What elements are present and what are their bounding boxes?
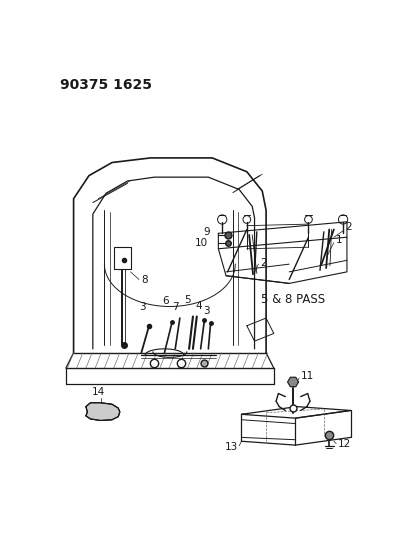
Polygon shape	[86, 403, 120, 421]
Text: 5 & 8 PASS: 5 & 8 PASS	[261, 294, 325, 306]
Text: 2: 2	[345, 222, 352, 232]
Text: 10: 10	[195, 238, 208, 248]
Text: 6: 6	[163, 296, 169, 306]
Text: 90375 1625: 90375 1625	[60, 78, 152, 92]
Text: 14: 14	[91, 387, 105, 398]
Text: 1: 1	[335, 235, 342, 245]
Text: 4: 4	[195, 301, 202, 311]
Text: 2: 2	[260, 257, 267, 268]
Text: 7: 7	[172, 302, 179, 312]
Text: 13: 13	[225, 442, 238, 451]
Text: 3: 3	[203, 306, 209, 316]
Bar	[114, 247, 131, 269]
Text: 5: 5	[184, 295, 191, 304]
Text: 3: 3	[139, 302, 146, 311]
Text: 11: 11	[301, 371, 314, 381]
Text: 9: 9	[203, 227, 210, 237]
Text: 8: 8	[141, 274, 148, 285]
Text: 12: 12	[338, 439, 351, 449]
Polygon shape	[287, 377, 299, 386]
